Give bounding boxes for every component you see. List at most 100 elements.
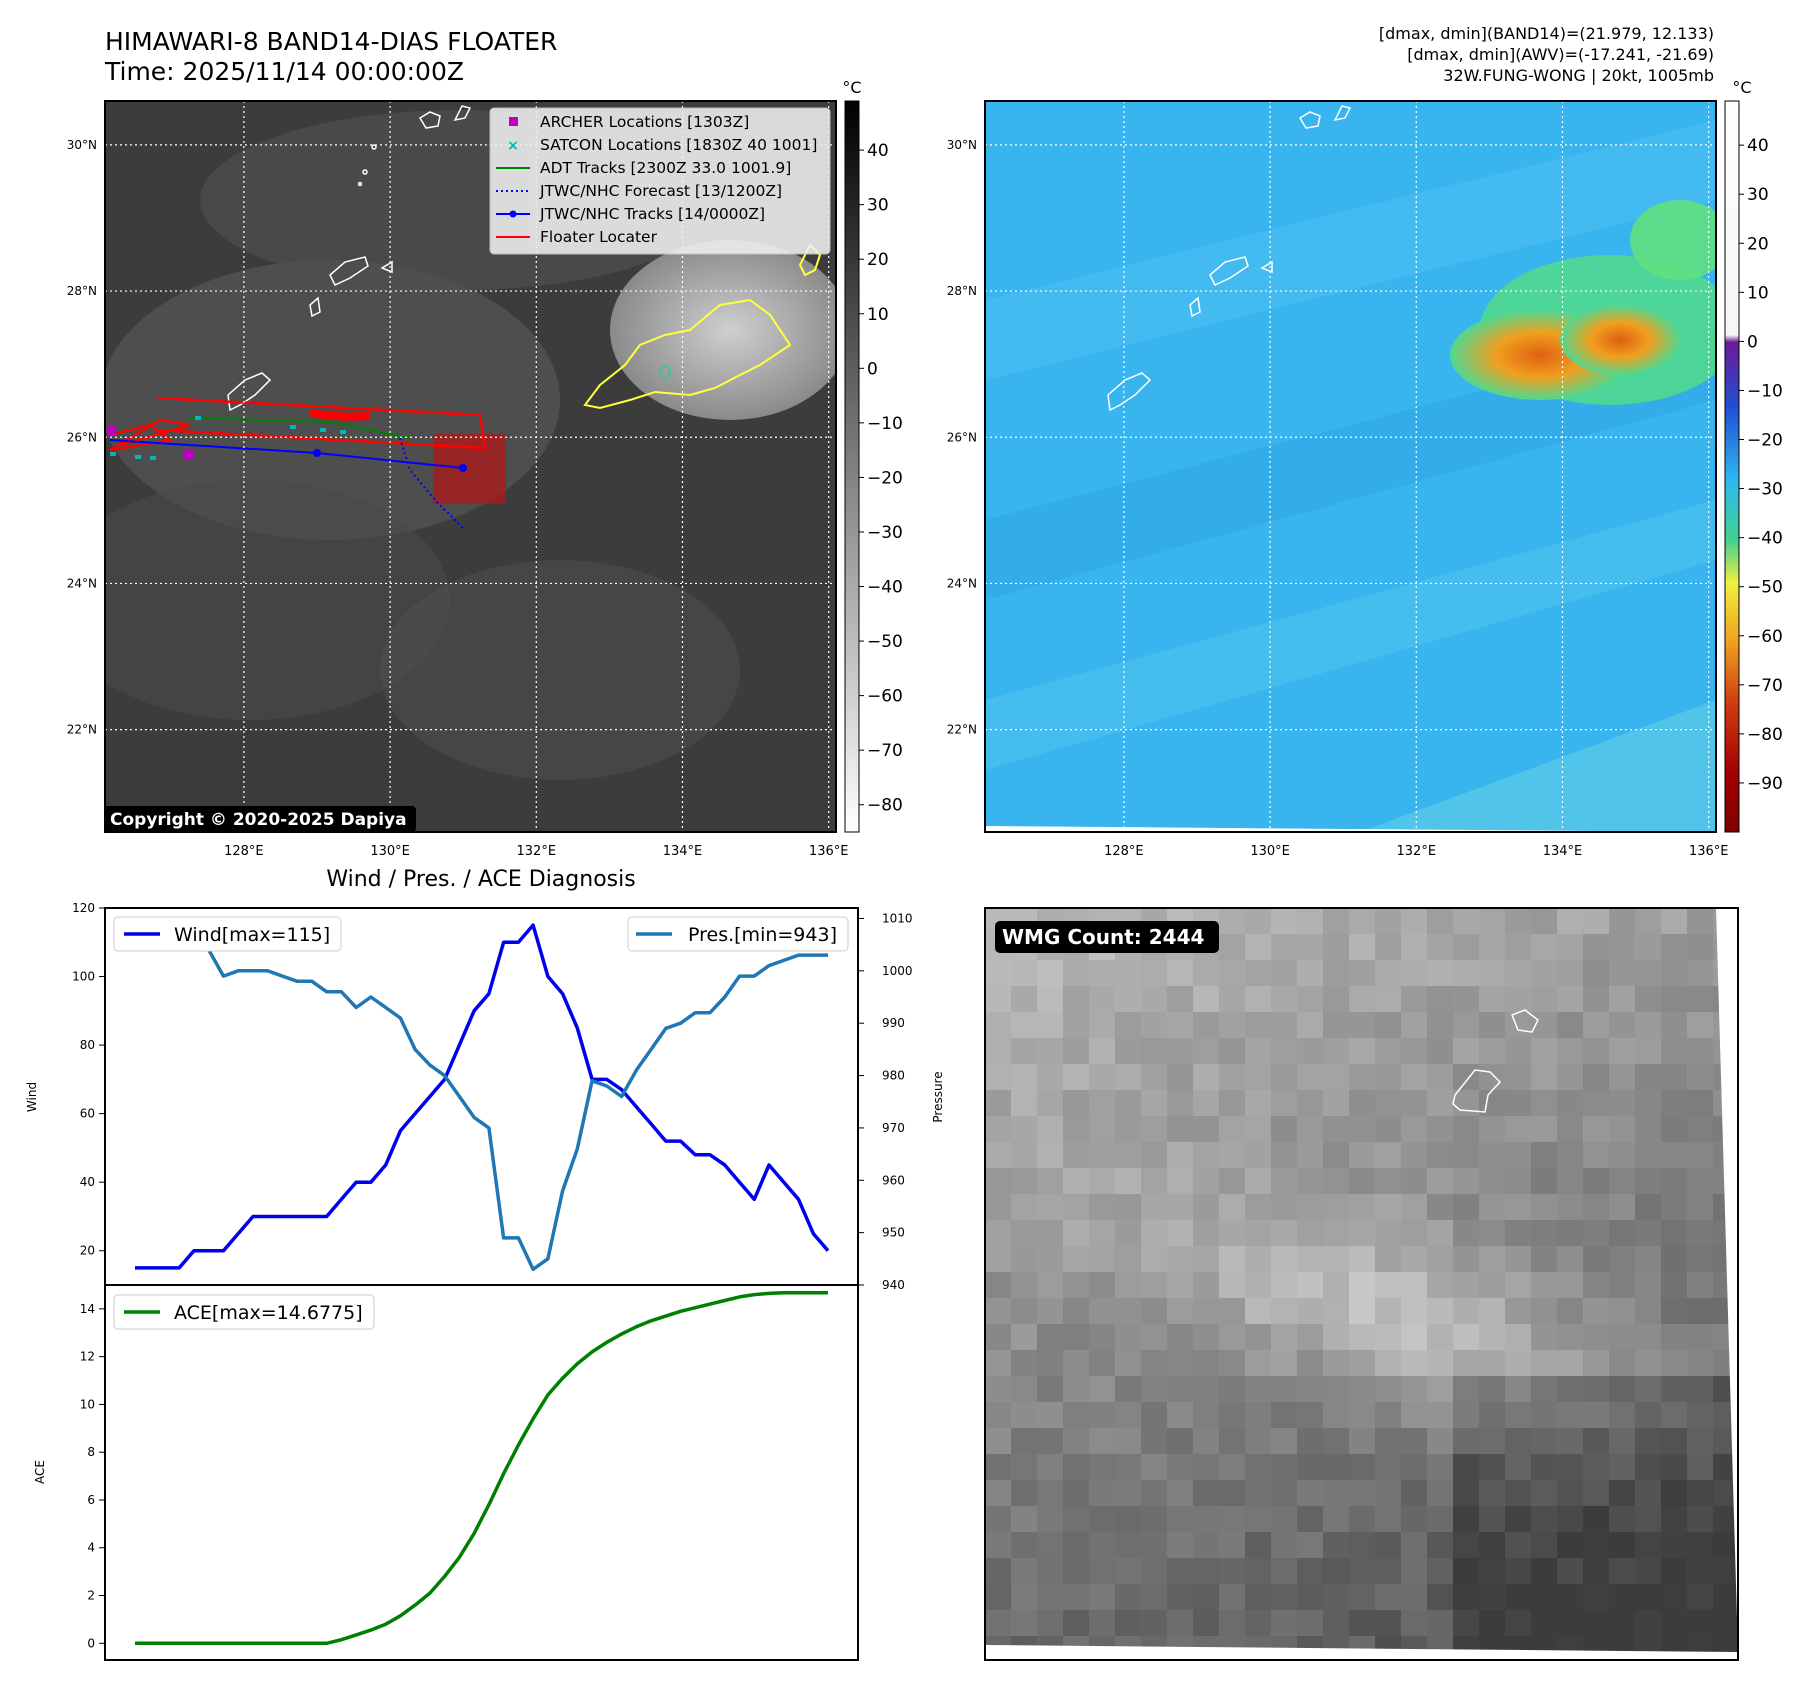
- wv-lon-label: 136°E: [1689, 844, 1729, 859]
- wmg-cell: [1505, 1298, 1531, 1324]
- wmg-cell: [985, 1272, 1011, 1298]
- wmg-cell: [1167, 1402, 1193, 1428]
- wmg-cell: [1531, 1376, 1557, 1402]
- wmg-cell: [1687, 986, 1713, 1012]
- wmg-cell: [1505, 1610, 1531, 1636]
- wmg-cell: [1011, 1610, 1037, 1636]
- ace-ytick-label: 14: [80, 1302, 95, 1316]
- wmg-cell: [1479, 1558, 1505, 1584]
- wind-legend: Wind[max=115]: [113, 916, 342, 952]
- wv-lon-label: 134°E: [1543, 844, 1583, 859]
- wmg-cell: [1531, 1142, 1557, 1168]
- wmg-cell: [1011, 1038, 1037, 1064]
- wmg-cell: [1323, 1064, 1349, 1090]
- ir-frame: [104, 100, 837, 833]
- wmg-cell: [1635, 1480, 1661, 1506]
- wmg-cell: [1271, 1584, 1297, 1610]
- wmg-cell: [1037, 1090, 1063, 1116]
- wmg-cell: [1167, 1558, 1193, 1584]
- wmg-cell: [1609, 1428, 1635, 1454]
- wmg-cell: [1661, 1142, 1687, 1168]
- wmg-cell: [1063, 1064, 1089, 1090]
- wmg-cell: [1687, 1480, 1713, 1506]
- wmg-cell: [1323, 960, 1349, 986]
- wmg-cell: [985, 1428, 1011, 1454]
- wmg-cell: [1583, 1246, 1609, 1272]
- wmg-cell: [1063, 1532, 1089, 1558]
- wmg-cell: [1375, 1506, 1401, 1532]
- wmg-cell: [1115, 1220, 1141, 1246]
- wv-coastlines: [1107, 105, 1352, 412]
- wmg-cell: [1609, 1064, 1635, 1090]
- wmg-cell: [1661, 1116, 1687, 1142]
- wmg-cell: [1401, 1142, 1427, 1168]
- wind-pressure-ytick-label: 80: [80, 1038, 95, 1052]
- wmg-cell: [1271, 908, 1297, 934]
- wmg-cell: [1141, 1038, 1167, 1064]
- wmg-cell: [1661, 1220, 1687, 1246]
- wmg-cell: [1037, 1272, 1063, 1298]
- wmg-cell: [1661, 1584, 1687, 1610]
- wmg-cell: [1115, 1038, 1141, 1064]
- wmg-cell: [1219, 1038, 1245, 1064]
- wmg-cell: [1219, 1506, 1245, 1532]
- wmg-cell: [1141, 1558, 1167, 1584]
- wmg-cell: [1089, 1012, 1115, 1038]
- ir_panel-cb-label: 20: [867, 250, 889, 270]
- wmg-cell: [1401, 1012, 1427, 1038]
- wmg-cell: [1479, 1194, 1505, 1220]
- wmg-cell: [1531, 986, 1557, 1012]
- wmg-cell: [1557, 1194, 1583, 1220]
- wind-pressure-frame: [104, 907, 859, 1286]
- wmg-cell: [1375, 934, 1401, 960]
- wind-pressure-ytick-label: 40: [80, 1175, 95, 1189]
- wmg-cell: [1037, 1220, 1063, 1246]
- wmg-cell: [1609, 1454, 1635, 1480]
- wmg-cell: [985, 1064, 1011, 1090]
- wmg-cell: [1011, 1272, 1037, 1298]
- wmg-cell: [985, 1194, 1011, 1220]
- wmg-cell: [1297, 1298, 1323, 1324]
- wmg-cell: [1557, 1480, 1583, 1506]
- wmg-cell: [1427, 1532, 1453, 1558]
- wmg-cell: [1219, 1402, 1245, 1428]
- ir-lat-label: 22°N: [67, 723, 97, 737]
- jtwc-forecast-track: [399, 437, 466, 531]
- wmg-cell: [1635, 986, 1661, 1012]
- wmg-cell: [1427, 934, 1453, 960]
- wmg-cell: [1635, 1298, 1661, 1324]
- wmg-cell: [1557, 1272, 1583, 1298]
- satcon-locations: [110, 416, 346, 460]
- wmg-cell: [1687, 1220, 1713, 1246]
- wmg-cell: [1427, 908, 1453, 934]
- wmg-cell: [1193, 1402, 1219, 1428]
- wmg-cell: [1453, 1298, 1479, 1324]
- wmg-cell: [1219, 1246, 1245, 1272]
- wmg-cell: [1557, 1558, 1583, 1584]
- ir-colorbar: [844, 100, 860, 833]
- wmg-cell: [1687, 908, 1713, 934]
- wmg-cell: [1531, 1168, 1557, 1194]
- wmg-cell: [1115, 1350, 1141, 1376]
- wmg-cell: [1427, 1376, 1453, 1402]
- wmg-cell: [1401, 1298, 1427, 1324]
- wmg-cell: [1375, 1038, 1401, 1064]
- wmg-cell: [1141, 960, 1167, 986]
- wmg-cell: [1219, 1012, 1245, 1038]
- ir_panel-cb-label: −30: [867, 523, 903, 543]
- wmg-cell: [1323, 1324, 1349, 1350]
- wmg-cell: [1011, 1402, 1037, 1428]
- wmg-cell: [1349, 1532, 1375, 1558]
- figure-time: Time: 2025/11/14 00:00:00Z: [104, 57, 464, 86]
- wmg-cell: [1011, 1168, 1037, 1194]
- wmg-cell: [1375, 1532, 1401, 1558]
- ir-lon-label: 132°E: [517, 844, 557, 859]
- wmg-cell: [1661, 1480, 1687, 1506]
- wmg-cell: [1219, 1116, 1245, 1142]
- wmg-cell: [1245, 1610, 1271, 1636]
- wmg-cell: [1427, 1246, 1453, 1272]
- wmg-cell: [1245, 1064, 1271, 1090]
- wmg-cell: [1479, 1584, 1505, 1610]
- wmg-cell: [1271, 1402, 1297, 1428]
- wmg-cell: [1349, 1480, 1375, 1506]
